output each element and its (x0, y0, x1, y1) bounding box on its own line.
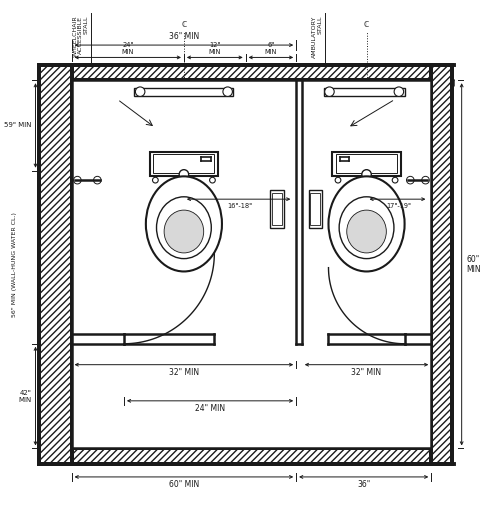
Bar (309, 189, 322, 228)
Text: 36" MIN: 36" MIN (169, 32, 199, 41)
Bar (270, 189, 284, 228)
Bar (57, 65, 446, 80)
Bar (272, 193, 282, 225)
Text: 59" MIN: 59" MIN (4, 123, 32, 128)
Bar (150, 151, 218, 176)
Bar (72, 80, 431, 448)
Ellipse shape (339, 197, 394, 258)
Text: ℂ: ℂ (364, 20, 369, 29)
Text: 60" MIN: 60" MIN (169, 480, 199, 489)
Bar (39, 65, 72, 464)
Circle shape (73, 176, 81, 184)
Bar (134, 88, 233, 97)
Text: 56" MIN (WALL-HUNG WATER CL.): 56" MIN (WALL-HUNG WATER CL.) (12, 212, 17, 317)
Bar (332, 151, 401, 176)
Ellipse shape (347, 210, 386, 253)
Circle shape (153, 177, 158, 183)
Circle shape (335, 177, 341, 183)
Text: 17"-19": 17"-19" (386, 203, 411, 209)
Ellipse shape (156, 197, 211, 258)
Bar (39, 65, 72, 464)
Text: WHEELCHAIR
ACCESSIBLE
STALL: WHEELCHAIR ACCESSIBLE STALL (73, 16, 89, 57)
Text: 60"
MIN: 60" MIN (467, 255, 480, 274)
Circle shape (179, 170, 189, 179)
Bar (57, 65, 446, 80)
Circle shape (407, 176, 414, 184)
Text: 24"
MIN: 24" MIN (121, 42, 134, 55)
Text: 16"-18": 16"-18" (228, 203, 252, 209)
Bar (57, 448, 446, 464)
Bar (431, 65, 452, 464)
Ellipse shape (164, 210, 204, 253)
Bar (311, 193, 320, 225)
Circle shape (394, 87, 404, 97)
Circle shape (324, 87, 334, 97)
Bar (154, 155, 215, 173)
Bar (336, 155, 397, 173)
Text: ℂ: ℂ (181, 20, 187, 29)
Circle shape (422, 176, 429, 184)
Text: 32" MIN: 32" MIN (351, 367, 382, 376)
Circle shape (94, 176, 101, 184)
Bar (431, 65, 452, 464)
Circle shape (210, 177, 216, 183)
Bar (324, 88, 405, 97)
Text: 36": 36" (357, 480, 370, 489)
Circle shape (135, 87, 145, 97)
Ellipse shape (328, 176, 405, 271)
Text: AMBULATORY
STALL: AMBULATORY STALL (312, 16, 323, 58)
Ellipse shape (146, 176, 222, 271)
Circle shape (392, 177, 398, 183)
Text: 32" MIN: 32" MIN (169, 367, 199, 376)
Text: 6"
MIN: 6" MIN (264, 42, 277, 55)
Bar (57, 448, 446, 464)
Circle shape (223, 87, 232, 97)
Text: 12"
MIN: 12" MIN (209, 42, 221, 55)
Circle shape (362, 170, 372, 179)
Text: 42"
MIN: 42" MIN (18, 389, 32, 402)
Text: 24" MIN: 24" MIN (195, 404, 225, 413)
